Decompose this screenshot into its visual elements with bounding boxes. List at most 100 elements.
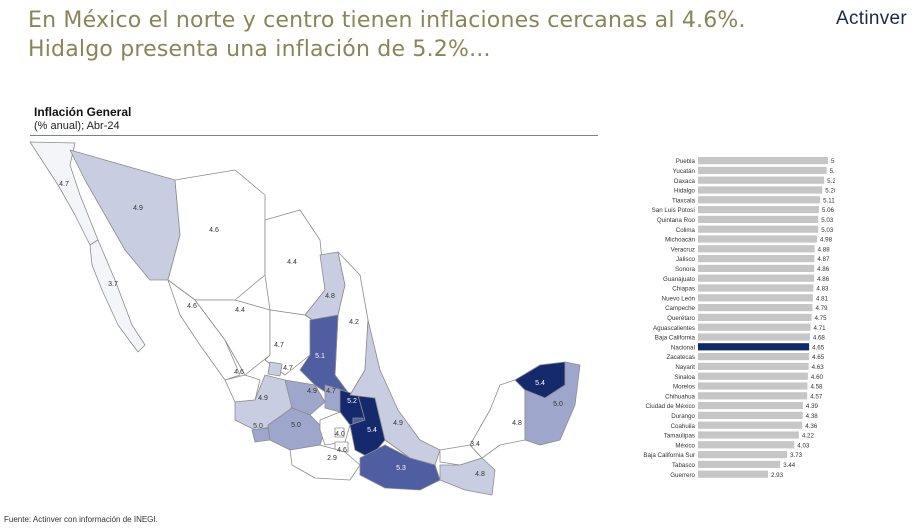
- map-value-label: 4.7: [274, 342, 284, 349]
- bar-category-label: Nayarit: [675, 364, 695, 371]
- map-value-label: 5.0: [253, 423, 263, 430]
- bar-value-label: 5.20: [825, 188, 835, 195]
- bar-value-label: 4.38: [806, 413, 819, 420]
- region-baja-california-sur: [89, 239, 146, 353]
- bar-category-label: Yucatán: [673, 168, 696, 175]
- map-value-label: 5.4: [535, 380, 545, 387]
- bar-category-label: Sinaloa: [674, 374, 695, 381]
- bar: [698, 294, 813, 302]
- map-value-label: 4.6: [337, 447, 347, 454]
- bar-value-label: 5.11: [823, 197, 835, 204]
- map-value-label: 4.8: [325, 293, 335, 300]
- region-aguascalientes: [267, 361, 283, 377]
- region-sonora: [69, 149, 181, 281]
- bar-value-label: 4.36: [805, 423, 818, 430]
- bar-category-label: San Luis Potosí: [652, 207, 696, 214]
- bar: [698, 362, 809, 370]
- map-value-label: 4.6: [234, 369, 244, 376]
- bar-category-label: Tamaulipas: [664, 433, 695, 440]
- map-value-label: 5.2: [347, 398, 357, 405]
- bar-value-label: 4.03: [797, 442, 810, 449]
- bar: [698, 441, 795, 449]
- bar: [698, 166, 827, 174]
- region-chiapas: [439, 457, 496, 496]
- bar-category-label: Puebla: [676, 158, 696, 165]
- mexico-choropleth-map: 4.7 4.9 4.6 4.4 3.7 4.6 4.4 4.8 4.2 4.7 4.7 5.1 4.6 4…: [29, 141, 581, 496]
- bar: [698, 264, 815, 272]
- bar-category-label: Tlaxcala: [672, 197, 696, 204]
- region-nayarit: [224, 374, 261, 403]
- brand-logo: Actinver: [836, 8, 908, 29]
- region-guerrero: [289, 444, 361, 481]
- bar: [698, 460, 781, 468]
- map-value-label: 5.1: [315, 353, 325, 360]
- bar: [698, 392, 808, 400]
- bar-value-label: 4.86: [817, 266, 830, 273]
- bar: [698, 235, 818, 243]
- map-value-label: 4.4: [235, 307, 245, 314]
- bar-value-label: 4.68: [813, 335, 826, 342]
- map-value-label: 4.9: [258, 395, 268, 402]
- page-title: En México el norte y centro tienen infla…: [28, 8, 746, 62]
- map-value-label: 4.6: [209, 227, 219, 234]
- bar-value-label: 3.73: [790, 452, 803, 459]
- bar: [698, 215, 819, 223]
- bar-category-label: Chihuahua: [665, 393, 695, 400]
- bar: [698, 333, 810, 341]
- map-value-label: 4.4: [287, 259, 297, 266]
- region-zacatecas: [264, 309, 321, 376]
- bar-value-label: 4.86: [817, 276, 830, 283]
- map-title: Inflación General: [34, 105, 132, 119]
- bar: [698, 470, 769, 478]
- map-value-label: 4.0: [335, 431, 345, 438]
- region-morelos: [334, 441, 349, 453]
- bar-category-label: Morelos: [673, 384, 695, 391]
- bar-category-label: Nuevo León: [662, 295, 696, 302]
- map-value-label: 4.7: [326, 388, 336, 395]
- map-value-label: 5.0: [291, 422, 301, 429]
- map-value-label: 5.3: [396, 465, 406, 472]
- bar-value-label: 4.88: [818, 246, 831, 253]
- bar: [698, 206, 819, 214]
- region-chihuahua: [167, 169, 266, 301]
- bar-value-label: 4.75: [815, 315, 828, 322]
- bar: [698, 431, 799, 439]
- bar-category-label: Chiapas: [672, 286, 695, 293]
- map-value-label: 5.4: [367, 427, 377, 434]
- bar-category-label: Querétaro: [667, 315, 695, 322]
- bar-value-label: 4.65: [812, 354, 825, 361]
- bar-value-label: 4.65: [812, 344, 825, 351]
- bar-value-label: 2.93: [771, 472, 784, 479]
- bar-category-label: Guerrero: [670, 472, 695, 479]
- region-ciudad-de-mexico: [334, 427, 345, 438]
- bar: [698, 225, 819, 233]
- map-value-label: 3.7: [108, 281, 118, 288]
- bar-highlight: [698, 343, 810, 351]
- bar: [698, 382, 808, 390]
- bar-value-label: 4.57: [810, 393, 823, 400]
- bar-category-label: Tabasco: [672, 462, 696, 469]
- bar-category-label: Veracruz: [671, 246, 695, 253]
- bar-category-label: Durango: [671, 413, 695, 420]
- bar-value-label: 4.58: [810, 384, 823, 391]
- bar: [698, 176, 825, 184]
- bar-value-label: 5.38: [830, 168, 835, 175]
- map-value-label: 4.7: [59, 181, 69, 188]
- bar: [698, 313, 812, 321]
- bar-category-label: Nacional: [671, 344, 695, 351]
- map-value-label: 4.8: [512, 420, 522, 427]
- bar-value-label: 5.06: [822, 207, 835, 214]
- region-veracruz: [349, 319, 441, 466]
- bar: [698, 274, 815, 282]
- bar: [698, 421, 803, 429]
- bar-value-label: 5.44: [831, 158, 835, 165]
- map-value-label: 3.4: [470, 441, 480, 448]
- map-value-label: 4.9: [393, 420, 403, 427]
- bar-category-label: México: [675, 442, 695, 449]
- bar: [698, 157, 828, 165]
- bar-category-label: Michoacán: [665, 237, 695, 244]
- map-value-label: 4.9: [307, 388, 317, 395]
- map-value-label: 4.2: [349, 319, 359, 326]
- bar: [698, 402, 803, 410]
- bar-value-label: 5.03: [821, 227, 834, 234]
